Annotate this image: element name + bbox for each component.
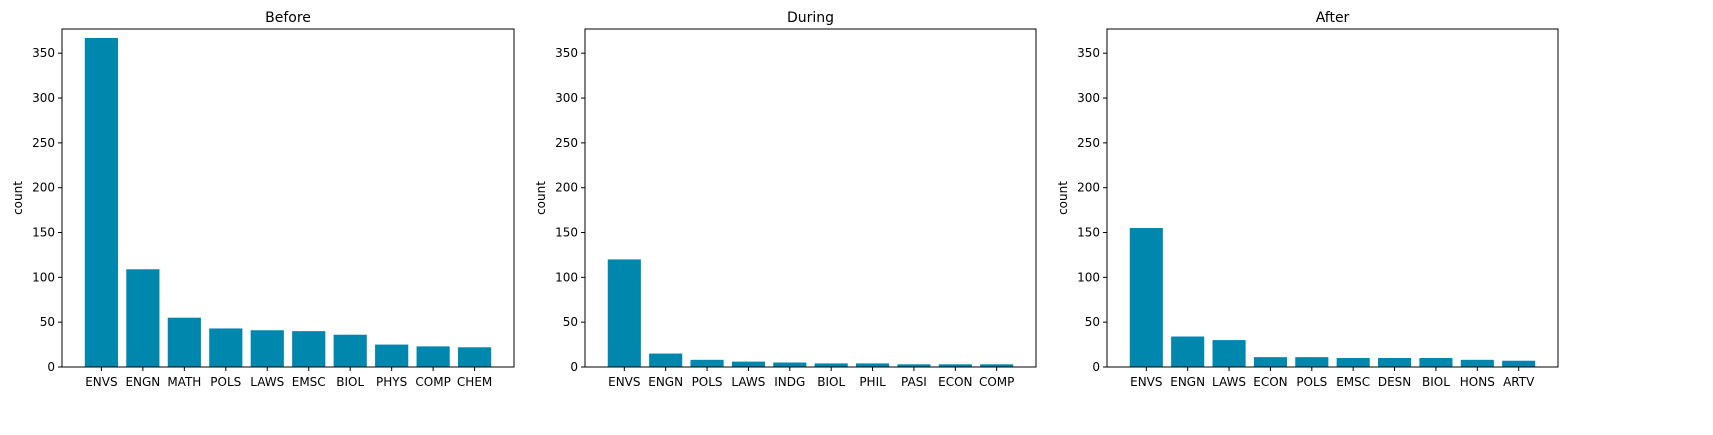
y-tick-label: 250 [1077,136,1100,150]
y-tick-label: 350 [32,46,55,60]
axes-frame [584,28,1037,368]
y-tick-label: 50 [1085,315,1100,329]
x-tick-label: HONS [1460,375,1495,389]
bar-laws [1212,340,1246,367]
y-axis-label: count [1056,181,1070,215]
x-tick-label: PHYS [376,375,407,389]
x-tick-label: ENVS [85,375,117,389]
x-tick-label: BIOL [336,375,364,389]
x-tick-label: LAWS [731,375,765,389]
axes-frame [61,28,515,368]
x-tick-label: COMP [415,375,450,389]
x-tick-label: EMSC [1336,375,1370,389]
y-tick-label: 100 [1077,270,1100,284]
x-tick-label: POLS [1296,375,1327,389]
x-tick-label: MATH [167,375,201,389]
bar-emsc [292,331,326,367]
y-tick-label: 250 [32,136,55,150]
x-tick-label: ENGN [125,375,160,389]
y-axis-label: count [534,181,548,215]
bar-biol [333,334,367,367]
bar-indg [773,362,807,367]
bar-engn [649,353,683,367]
y-tick-label: 300 [32,91,55,105]
y-tick-label: 350 [555,46,578,60]
y-tick-label: 200 [32,181,55,195]
x-tick-label: ECON [938,375,972,389]
bar-econ [1253,357,1287,367]
bar-pols [1295,357,1329,367]
y-tick-label: 150 [1077,226,1100,240]
y-tick-label: 150 [555,226,578,240]
y-tick-label: 100 [555,270,578,284]
y-tick-label: 50 [40,315,55,329]
x-tick-label: BIOL [817,375,845,389]
x-tick-label: POLS [210,375,241,389]
y-tick-label: 200 [555,181,578,195]
bar-math [167,317,201,367]
bar-phys [375,344,409,367]
y-tick-label: 0 [1092,360,1100,374]
bar-chem [458,347,492,367]
x-tick-label: POLS [692,375,723,389]
chart-panel-before: Before count ENVS ENGN MATH POLS LAWS EMSC BIOL P… [11,10,515,389]
chart-title: After [1316,10,1350,26]
y-tick-label: 150 [32,226,55,240]
y-tick-label: 300 [1077,91,1100,105]
bar-emsc [1336,358,1370,367]
y-axis-label: count [11,181,25,215]
bar-pasi [897,364,931,367]
bar-phil [856,363,890,367]
bar-envs [84,37,118,368]
bar-biol [1419,358,1453,367]
bar-comp [980,364,1014,367]
chart-panel-after: After count ENVS ENGN LAWS ECON POLS EMSC DESN BI… [1056,10,1559,389]
y-tick-label: 200 [1077,181,1100,195]
x-tick-label: PASI [901,375,927,389]
bar-biol [814,363,848,367]
bar-econ [938,364,972,367]
bar-comp [416,346,450,367]
x-tick-label: ECON [1253,375,1287,389]
y-tick-label: 0 [47,360,55,374]
x-tick-label: ENGN [1170,375,1205,389]
x-tick-label: LAWS [250,375,284,389]
bar-pols [690,359,724,367]
x-tick-label: COMP [979,375,1014,389]
bar-artv [1502,360,1536,367]
x-tick-label: CHEM [457,375,492,389]
x-tick-label: LAWS [1212,375,1246,389]
bar-laws [731,361,765,367]
chart-panel-during: During count ENVS ENGN POLS LAWS INDG BIOL PHIL P… [534,10,1037,389]
x-tick-label: DESN [1378,375,1411,389]
x-tick-label: BIOL [1422,375,1450,389]
y-tick-label: 50 [563,315,578,329]
x-tick-label: INDG [774,375,805,389]
bar-envs [607,259,641,367]
x-tick-label: EMSC [292,375,326,389]
x-tick-label: ENVS [608,375,640,389]
y-tick-label: 300 [555,91,578,105]
y-tick-label: 100 [32,270,55,284]
y-tick-label: 350 [1077,46,1100,60]
chart-title: During [787,10,834,26]
x-tick-label: PHIL [859,375,886,389]
y-tick-label: 250 [555,136,578,150]
chart-title: Before [265,10,311,26]
bar-desn [1378,358,1412,367]
bar-engn [126,269,160,367]
x-tick-label: ENGN [648,375,683,389]
bar-pols [209,328,243,367]
bar-laws [250,330,284,367]
x-tick-label: ARTV [1503,375,1535,389]
bar-envs [1129,228,1163,367]
bar-engn [1171,336,1205,367]
y-tick-label: 0 [570,360,578,374]
bar-hons [1460,359,1494,367]
x-tick-label: ENVS [1130,375,1162,389]
axes-frame [1106,28,1559,368]
